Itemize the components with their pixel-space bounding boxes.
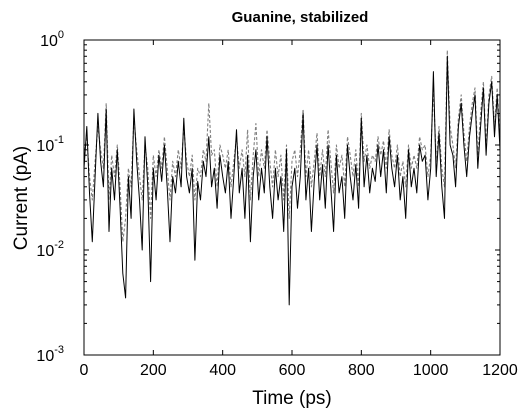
x-axis-label: Time (ps) bbox=[252, 388, 332, 409]
chart-title: Guanine, stabilized bbox=[232, 9, 369, 26]
y-axis-label: Current (pA) bbox=[11, 146, 32, 251]
series-line-dashed bbox=[83, 49, 501, 243]
y-tick-label: 10-1 bbox=[36, 134, 64, 155]
x-tick-label: 200 bbox=[140, 362, 167, 379]
x-tick-label: 800 bbox=[348, 362, 375, 379]
x-tick-label: 600 bbox=[279, 362, 306, 379]
series-line-solid bbox=[83, 55, 501, 306]
y-tick-label: 10-2 bbox=[36, 239, 64, 260]
y-tick-label: 10-3 bbox=[36, 344, 64, 365]
x-tick-label: 400 bbox=[209, 362, 236, 379]
y-tick-label: 100 bbox=[40, 29, 64, 50]
x-tick-label: 1200 bbox=[482, 362, 518, 379]
x-tick-label: 0 bbox=[80, 362, 89, 379]
axis-ticks: 0 200 400 600 800 1000 1200 10-3 10-2 10-1 100 bbox=[36, 29, 517, 379]
x-tick-label: 1000 bbox=[413, 362, 449, 379]
plot-series bbox=[83, 49, 501, 306]
